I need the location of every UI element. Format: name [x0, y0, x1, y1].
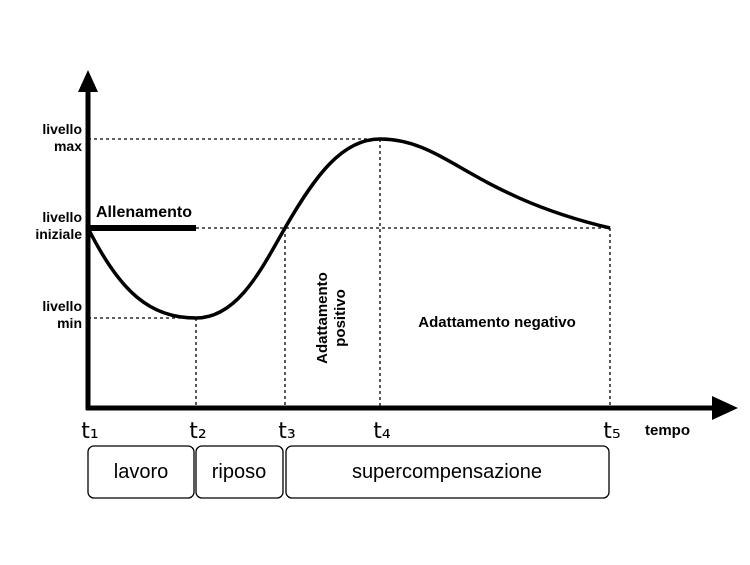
phase-label: riposo [212, 461, 266, 483]
y-label: livello min [42, 298, 82, 331]
x-arrow [712, 396, 738, 420]
phase-box [285, 445, 610, 499]
annotation: Adattamentopositivo [314, 272, 349, 364]
y-label: livello iniziale [35, 209, 82, 242]
x-tick-label: t₂ [189, 419, 206, 444]
phase-label: supercompensazione [352, 461, 542, 483]
annotation: Allenamento [96, 204, 192, 221]
y-arrow [78, 70, 98, 92]
phase-box [195, 445, 284, 499]
x-tick-label: t₄ [373, 419, 391, 444]
guides [88, 138, 611, 408]
x-tick-label: t₅ [603, 419, 620, 444]
phase-box [87, 445, 195, 499]
curve [86, 137, 611, 320]
y-label: livello max [42, 121, 82, 154]
annotation: Adattamento negativo [418, 314, 576, 331]
x-tick-label: t₁ [81, 419, 98, 444]
phase-label: lavoro [114, 461, 168, 483]
x-label: tempo [645, 422, 690, 439]
x-tick-label: t₃ [278, 419, 295, 444]
